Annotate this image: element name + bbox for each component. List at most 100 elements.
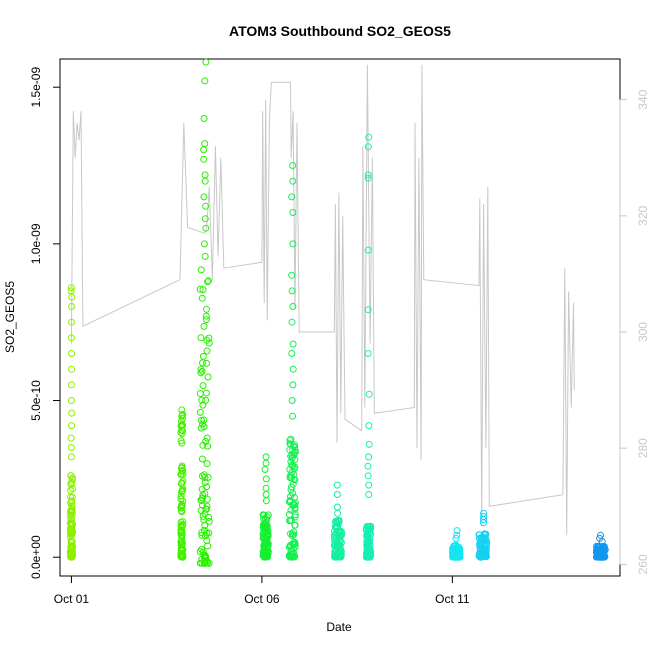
- y-tick-label: 0.0e+00: [29, 535, 43, 579]
- data-point: [287, 435, 295, 443]
- data-point: [177, 547, 185, 555]
- x-tick-label: Oct 01: [54, 592, 90, 606]
- data-point: [260, 553, 268, 561]
- data-point: [200, 155, 208, 163]
- point-cluster: [362, 133, 375, 561]
- data-point: [199, 382, 207, 390]
- data-point: [204, 373, 212, 381]
- data-point: [201, 140, 209, 148]
- data-point: [365, 491, 373, 498]
- data-point: [262, 459, 270, 467]
- data-point: [478, 535, 486, 543]
- data-point: [202, 554, 210, 562]
- data-point: [198, 529, 206, 537]
- data-point: [453, 527, 461, 535]
- data-point: [364, 246, 372, 254]
- axes: Oct 01 Oct 06 Oct 11 0.0e+00 5.0e-10 1.0e-09 1…: [29, 67, 650, 606]
- x-axis-label: Date: [326, 620, 352, 634]
- data-point: [289, 162, 297, 169]
- data-point: [291, 521, 299, 529]
- data-point: [334, 517, 342, 525]
- data-point: [333, 552, 341, 560]
- data-point: [331, 541, 339, 549]
- data-point: [66, 552, 74, 560]
- data-point: [333, 481, 341, 489]
- data-point: [67, 284, 75, 292]
- data-point: [364, 306, 372, 314]
- data-point: [178, 412, 186, 420]
- data-point: [203, 359, 210, 367]
- data-point: [67, 434, 75, 442]
- data-point: [203, 460, 211, 468]
- data-point: [290, 541, 298, 549]
- data-point: [290, 531, 298, 539]
- data-point: [598, 538, 606, 545]
- data-point: [286, 517, 293, 525]
- data-point: [68, 538, 76, 546]
- data-point: [264, 548, 272, 556]
- data-point: [289, 365, 297, 373]
- data-point: [205, 517, 213, 525]
- data-point: [179, 466, 187, 474]
- data-point: [178, 501, 186, 509]
- data-point: [289, 532, 296, 540]
- data-point: [203, 389, 210, 397]
- data-point: [67, 543, 75, 550]
- data-point: [67, 397, 75, 404]
- data-point: [365, 390, 373, 398]
- data-point: [288, 193, 296, 201]
- data-point: [203, 502, 211, 510]
- data-point: [289, 209, 297, 216]
- data-point: [476, 553, 484, 561]
- y2-tick-label: 260: [636, 554, 650, 574]
- y-axis-label: SO2_GEOS5: [3, 281, 17, 353]
- data-point: [337, 553, 345, 561]
- data-point: [68, 553, 76, 561]
- data-point: [455, 545, 463, 553]
- point-cluster: [66, 284, 76, 561]
- data-point: [286, 436, 294, 444]
- data-points: [66, 58, 609, 567]
- data-point: [196, 285, 204, 293]
- data-point: [264, 540, 272, 548]
- data-point: [480, 552, 488, 560]
- data-point: [198, 416, 205, 424]
- data-point: [178, 508, 186, 516]
- data-point: [365, 440, 373, 448]
- data-point: [68, 293, 76, 301]
- data-point: [200, 193, 208, 201]
- data-point: [289, 412, 296, 420]
- y-tick-label: 5.0e-10: [29, 380, 43, 421]
- data-point: [200, 146, 208, 154]
- data-point: [364, 350, 372, 357]
- data-point: [452, 534, 460, 542]
- data-point: [260, 549, 268, 557]
- data-point: [451, 542, 459, 550]
- data-point: [286, 465, 294, 473]
- data-point: [364, 143, 372, 151]
- data-point: [201, 490, 209, 498]
- data-point: [68, 478, 76, 486]
- data-point: [452, 552, 459, 560]
- data-point: [204, 542, 211, 550]
- data-point: [198, 396, 206, 404]
- data-point: [289, 240, 297, 248]
- data-point: [291, 513, 299, 521]
- x-tick-label: Oct 06: [244, 592, 280, 606]
- y2-tick-label: 340: [636, 89, 650, 109]
- data-point: [333, 503, 341, 511]
- data-point: [201, 522, 209, 530]
- data-point: [179, 477, 187, 485]
- data-point: [197, 266, 205, 274]
- data-point: [68, 409, 76, 417]
- data-point: [68, 493, 76, 501]
- data-point: [177, 429, 185, 436]
- data-point: [68, 525, 76, 532]
- point-cluster: [330, 481, 346, 561]
- data-point: [334, 509, 342, 517]
- point-cluster: [259, 453, 272, 561]
- y2-tick-label: 280: [636, 438, 650, 458]
- data-point: [335, 536, 343, 544]
- data-point: [203, 434, 211, 442]
- y-tick-label: 1.0e-09: [29, 223, 43, 264]
